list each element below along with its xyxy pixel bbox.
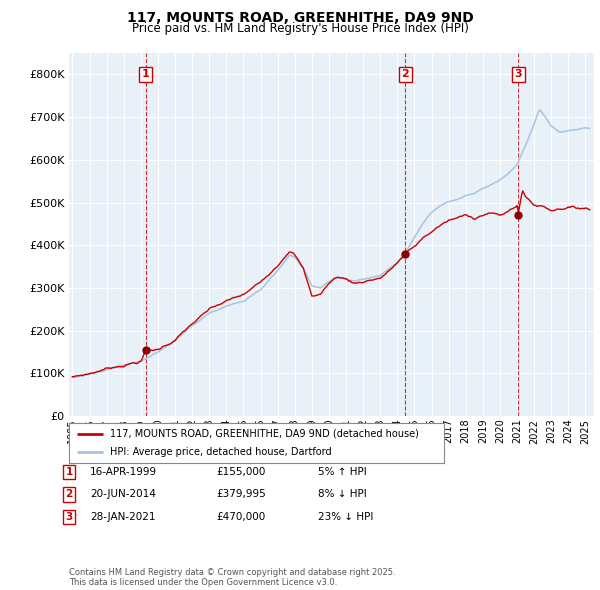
Text: 117, MOUNTS ROAD, GREENHITHE, DA9 9ND: 117, MOUNTS ROAD, GREENHITHE, DA9 9ND xyxy=(127,11,473,25)
Text: 117, MOUNTS ROAD, GREENHITHE, DA9 9ND (detached house): 117, MOUNTS ROAD, GREENHITHE, DA9 9ND (d… xyxy=(110,429,419,439)
Text: £470,000: £470,000 xyxy=(216,512,265,522)
Text: £379,995: £379,995 xyxy=(216,490,266,499)
Text: Price paid vs. HM Land Registry's House Price Index (HPI): Price paid vs. HM Land Registry's House … xyxy=(131,22,469,35)
Text: 3: 3 xyxy=(514,70,522,80)
Text: 8% ↓ HPI: 8% ↓ HPI xyxy=(318,490,367,499)
Text: 28-JAN-2021: 28-JAN-2021 xyxy=(90,512,155,522)
Text: 20-JUN-2014: 20-JUN-2014 xyxy=(90,490,156,499)
Text: £155,000: £155,000 xyxy=(216,467,265,477)
Text: 23% ↓ HPI: 23% ↓ HPI xyxy=(318,512,373,522)
Text: 1: 1 xyxy=(65,467,73,477)
Text: 2: 2 xyxy=(401,70,409,80)
Text: Contains HM Land Registry data © Crown copyright and database right 2025.
This d: Contains HM Land Registry data © Crown c… xyxy=(69,568,395,587)
Text: 5% ↑ HPI: 5% ↑ HPI xyxy=(318,467,367,477)
Text: HPI: Average price, detached house, Dartford: HPI: Average price, detached house, Dart… xyxy=(110,447,332,457)
Text: 2: 2 xyxy=(65,490,73,499)
Text: 3: 3 xyxy=(65,512,73,522)
Text: 16-APR-1999: 16-APR-1999 xyxy=(90,467,157,477)
Text: 1: 1 xyxy=(142,70,149,80)
